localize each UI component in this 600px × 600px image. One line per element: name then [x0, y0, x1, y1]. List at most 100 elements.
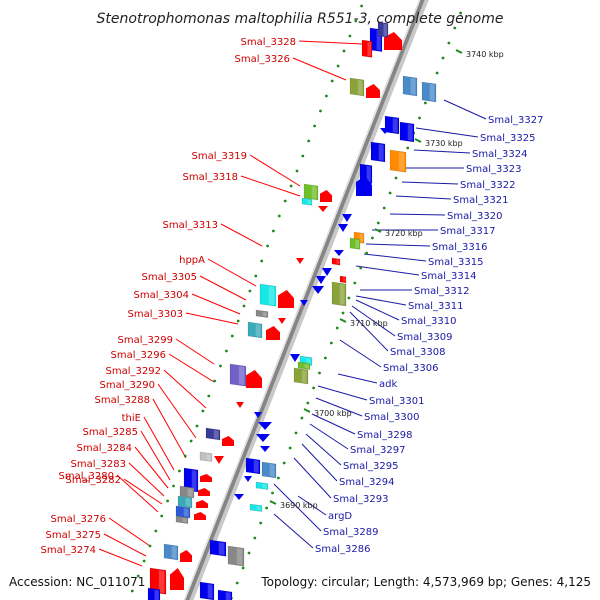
gene-label-right[interactable]: Smal_3289	[323, 527, 378, 538]
gene-label-right[interactable]: Smal_3324	[472, 149, 527, 160]
gene-highlight	[255, 324, 261, 337]
gene-label-left[interactable]: thiE	[122, 413, 141, 424]
gene-highlight	[268, 286, 275, 306]
gene-label-right[interactable]: Smal_3317	[440, 226, 495, 237]
tick-dot	[354, 19, 358, 23]
gene-highlight	[366, 165, 371, 183]
gene-arrow	[320, 190, 332, 202]
gene-label-right[interactable]: Smal_3325	[480, 133, 535, 144]
label-leader-line	[315, 397, 363, 417]
gene-label-right[interactable]: Smal_3314	[421, 271, 476, 282]
kbp-tick	[374, 228, 382, 233]
gene-label-left[interactable]: Smal_3313	[163, 220, 218, 231]
gene-highlight	[171, 546, 177, 559]
gene-arrow-small	[342, 214, 352, 222]
tick-dot	[295, 169, 299, 173]
tick-dot	[172, 484, 175, 488]
label-leader-line	[298, 40, 363, 45]
gene-label-right[interactable]: Smal_3310	[401, 316, 456, 327]
gene-label-left[interactable]: Smal_3303	[128, 309, 183, 320]
gene-label-right[interactable]: Smal_3301	[369, 396, 424, 407]
gene-label-right[interactable]: Smal_3295	[343, 461, 398, 472]
tick-dot	[277, 214, 281, 218]
gene-label-left[interactable]: Smal_3284	[77, 443, 132, 454]
gene-highlight	[185, 498, 191, 507]
gene-block	[177, 495, 193, 509]
label-leader-line	[365, 243, 431, 247]
gene-label-right[interactable]: Smal_3308	[390, 347, 445, 358]
gene-label-left[interactable]: Smal_3280	[59, 471, 114, 482]
gene-label-right[interactable]: Smal_3311	[408, 301, 463, 312]
tick-dot	[272, 229, 275, 233]
gene-label-right[interactable]: Smal_3309	[397, 332, 452, 343]
tick-dot	[359, 266, 363, 270]
gene-label-left[interactable]: Smal_3282	[66, 475, 121, 486]
gene-label-right[interactable]: Smal_3312	[414, 286, 469, 297]
gene-label-left[interactable]: Smal_3318	[183, 172, 238, 183]
gene-label-right[interactable]: Smal_3293	[333, 494, 388, 505]
gene-label-left[interactable]: Smal_3288	[95, 395, 150, 406]
gene-label-left[interactable]: Smal_3285	[83, 427, 138, 438]
gene-label-left[interactable]: Smal_3283	[71, 459, 126, 470]
tick-dot	[160, 514, 164, 518]
tick-dot	[289, 184, 293, 188]
gene-label-right[interactable]: Smal_3286	[315, 544, 370, 555]
label-leader-line	[301, 443, 338, 482]
gene-label-right[interactable]: Smal_3306	[383, 363, 438, 374]
label-leader-line	[185, 312, 239, 325]
kbp-marker-label: 3710 kbp	[350, 319, 388, 328]
tick-dot	[288, 446, 292, 450]
gene-label-left[interactable]: Smal_3274	[41, 545, 96, 556]
gene-block	[245, 457, 261, 475]
label-leader-line	[305, 433, 342, 466]
gene-highlight	[336, 259, 340, 265]
gene-label-left[interactable]: Smal_3275	[46, 530, 101, 541]
gene-label-left[interactable]: Smal_3292	[106, 366, 161, 377]
gene-label-left[interactable]: hppA	[179, 255, 205, 266]
gene-label-right[interactable]: Smal_3300	[364, 412, 419, 423]
gene-block	[389, 149, 407, 173]
gene-label-left[interactable]: Smal_3319	[192, 151, 247, 162]
gene-label-right[interactable]: Smal_3315	[428, 257, 483, 268]
gene-highlight	[383, 23, 387, 37]
tick-dot	[235, 581, 239, 585]
gene-label-right[interactable]: Smal_3316	[432, 242, 487, 253]
tick-dot	[388, 191, 392, 195]
gene-label-left[interactable]: Smal_3326	[235, 54, 290, 65]
gene-arrow-small	[300, 300, 308, 306]
kbp-marker-label: 3740 kbp	[466, 50, 504, 59]
gene-label-right[interactable]: Smal_3322	[460, 180, 515, 191]
gene-block	[217, 589, 233, 600]
gene-label-right[interactable]: Smal_3321	[453, 195, 508, 206]
label-leader-line	[191, 293, 241, 315]
tick-dot	[236, 319, 240, 323]
gene-label-right[interactable]: Smal_3298	[357, 430, 412, 441]
gene-label-left[interactable]: Smal_3276	[51, 514, 106, 525]
gene-label-left[interactable]: Smal_3305	[142, 272, 197, 283]
gene-label-right[interactable]: Smal_3297	[350, 445, 405, 456]
tick-dot	[325, 94, 328, 98]
gene-label-right[interactable]: adk	[379, 379, 397, 390]
gene-label-right[interactable]: argD	[328, 511, 352, 522]
gene-label-left[interactable]: Smal_3299	[118, 335, 173, 346]
gene-label-right[interactable]: Smal_3320	[447, 211, 502, 222]
gene-highlight	[378, 144, 384, 161]
gene-label-right[interactable]: Smal_3323	[466, 164, 521, 175]
label-leader-line	[207, 258, 257, 287]
label-leader-line	[108, 517, 151, 547]
gene-block	[361, 39, 373, 58]
tick-dot	[418, 116, 421, 120]
label-leader-line	[143, 416, 175, 471]
label-leader-line	[249, 154, 301, 187]
gene-label-left[interactable]: Smal_3296	[111, 350, 166, 361]
gene-label-right[interactable]: Smal_3327	[488, 115, 543, 126]
gene-block	[147, 587, 161, 600]
label-leader-line	[355, 299, 400, 321]
tick-dot	[382, 206, 386, 210]
gene-label-left[interactable]: Smal_3290	[100, 380, 155, 391]
gene-label-right[interactable]: Smal_3294	[339, 477, 394, 488]
gene-label-left[interactable]: Smal_3328	[241, 37, 296, 48]
gene-arrow-small	[316, 276, 326, 284]
gene-highlight	[392, 118, 398, 133]
gene-label-left[interactable]: Smal_3304	[134, 290, 189, 301]
